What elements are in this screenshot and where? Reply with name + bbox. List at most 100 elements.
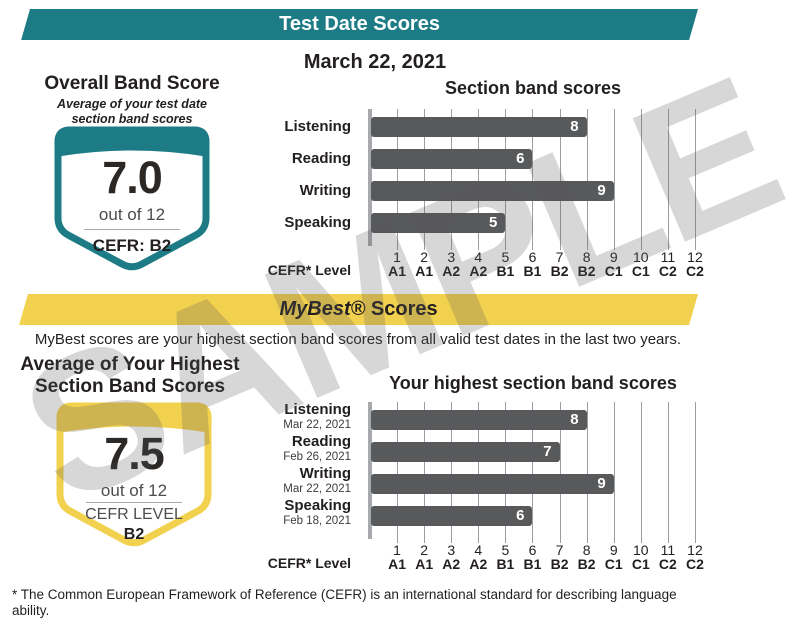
- grid-line: [586, 109, 588, 250]
- grid-line: [397, 402, 399, 543]
- overall-band-score-subtitle: Average of your test date section band s…: [56, 97, 208, 126]
- category-date: Mar 22, 2021: [283, 483, 351, 495]
- grid-line: [694, 109, 696, 250]
- cefr-tick: C2: [658, 263, 677, 279]
- grid-line: [424, 402, 426, 543]
- grid-line: [532, 402, 534, 543]
- cefr-tick: C2: [658, 556, 677, 572]
- category-label: Listening: [284, 401, 351, 418]
- test-date-scores-banner-title: Test Date Scores: [279, 13, 440, 35]
- x-tick: 3: [447, 249, 456, 265]
- category-label: Reading: [291, 433, 351, 450]
- cefr-tick: A2: [469, 263, 488, 279]
- cefr-tick: B2: [550, 263, 569, 279]
- grid-line: [640, 109, 642, 250]
- category-label-block: Speaking Feb 18, 2021: [283, 497, 351, 528]
- x-tick: 4: [474, 542, 483, 558]
- section-chart-title: Section band scores: [444, 78, 622, 98]
- section-band-scores-plot: 8 Listening 6 Reading 9 Writing 5 Speaking 1 A1 2 A…: [268, 109, 704, 279]
- x-tick: 9: [609, 249, 618, 265]
- bar-value-label: 9: [597, 182, 606, 199]
- cefr-tick: C1: [631, 263, 650, 279]
- cefr-tick: A2: [442, 263, 461, 279]
- mybest-description: MyBest scores are your highest section b…: [34, 331, 682, 348]
- x-tick: 9: [609, 542, 618, 558]
- grid-line: [478, 402, 480, 543]
- bar: 8: [371, 117, 587, 137]
- grid-line: [667, 402, 669, 543]
- bar: 6: [371, 506, 533, 526]
- average-highest-title: Average of Your Highest Section Band Sco…: [20, 354, 240, 397]
- x-tick: 5: [501, 249, 510, 265]
- cefr-tick: A1: [415, 556, 434, 572]
- mybest-score-outof: out of 12: [100, 481, 168, 500]
- x-tick: 12: [687, 542, 703, 558]
- cefr-tick: C1: [631, 556, 650, 572]
- grid-line: [667, 109, 669, 250]
- category-label-block: Reading Feb 26, 2021: [283, 433, 351, 464]
- mybest-score-badge: 7.5 out of 12 CEFR LEVEL B2: [56, 402, 212, 550]
- mybest-badge-content: 7.5 out of 12 CEFR LEVEL B2: [56, 402, 212, 550]
- x-tick: 5: [501, 542, 510, 558]
- bar: 9: [371, 181, 614, 201]
- cefr-tick: B2: [577, 263, 596, 279]
- highest-chart-title: Your highest section band scores: [389, 373, 677, 393]
- grid-line: [586, 402, 588, 543]
- overall-score-outof: out of 12: [98, 205, 166, 224]
- test-date-scores-banner: Test Date Scores: [21, 9, 698, 40]
- grid-line: [451, 109, 453, 250]
- category-date: Mar 22, 2021: [283, 419, 351, 431]
- mybest-banner-rest: Scores: [365, 298, 438, 320]
- mybest-wordmark: MyBest®: [279, 298, 366, 320]
- grid-line: [505, 109, 507, 250]
- bar-value-label: 8: [570, 411, 579, 428]
- cefr-tick: B2: [550, 556, 569, 572]
- bar-value-label: 8: [570, 118, 579, 135]
- x-tick: 11: [660, 249, 676, 265]
- mybest-cefr-value: B2: [123, 526, 145, 543]
- bar: 6: [371, 149, 533, 169]
- x-tick: 3: [447, 542, 456, 558]
- mybest-cefr-label: CEFR LEVEL: [85, 506, 183, 523]
- overall-badge-content: 7.0 out of 12 CEFR: B2: [54, 126, 210, 274]
- bar-value-label: 5: [489, 214, 498, 231]
- grid-line: [424, 109, 426, 250]
- cefr-tick: C2: [686, 263, 704, 279]
- overall-score-value: 7.0: [102, 152, 163, 203]
- category-label: Reading: [291, 150, 351, 167]
- axis-line: [368, 109, 372, 246]
- cefr-tick: C1: [604, 263, 623, 279]
- badge-divider: [86, 502, 182, 503]
- x-tick: 1: [393, 542, 401, 558]
- category-label: Writing: [299, 182, 351, 199]
- cefr-tick: A1: [388, 263, 407, 279]
- x-tick: 10: [633, 249, 649, 265]
- grid-line: [613, 402, 615, 543]
- bar: 5: [371, 213, 506, 233]
- grid-line: [505, 402, 507, 543]
- grid-line: [694, 402, 696, 543]
- test-date: March 22, 2021: [303, 51, 447, 73]
- cefr-tick: A1: [388, 556, 407, 572]
- x-tick: 7: [555, 542, 564, 558]
- cefr-tick: B1: [496, 556, 515, 572]
- bar-value-label: 6: [516, 507, 525, 524]
- cefr-tick: A2: [442, 556, 461, 572]
- category-date: Feb 18, 2021: [283, 515, 351, 527]
- cefr-tick: C1: [604, 556, 623, 572]
- mybest-score-value: 7.5: [104, 428, 165, 479]
- bar-value-label: 6: [516, 150, 525, 167]
- x-tick: 2: [420, 542, 429, 558]
- category-label-block: Listening Mar 22, 2021: [283, 401, 351, 432]
- category-date: Feb 26, 2021: [283, 451, 351, 463]
- grid-line: [478, 109, 480, 250]
- x-tick: 10: [633, 542, 649, 558]
- overall-score-badge: 7.0 out of 12 CEFR: B2: [54, 126, 210, 274]
- axis-line: [368, 402, 372, 539]
- shield-icon: [54, 126, 210, 271]
- mybest-scores-banner-title: MyBest® Scores: [24, 294, 694, 325]
- bar-value-label: 7: [543, 443, 552, 460]
- cefr-tick: C2: [686, 556, 704, 572]
- category-label: Listening: [284, 118, 351, 135]
- cefr-tick: B1: [496, 263, 515, 279]
